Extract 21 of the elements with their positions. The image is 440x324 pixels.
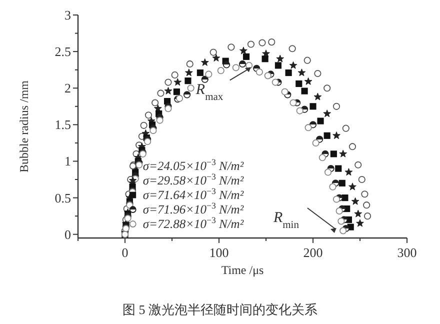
- x-tick-label: 300: [397, 245, 417, 260]
- x-tick-label: 100: [209, 245, 229, 260]
- legend-label: σ=71.96×10$^{−3}$ N/m²: [142, 200, 244, 217]
- legend-label: σ=29.58×10$^{−3}$ N/m²: [142, 172, 244, 188]
- annotation: R$_{max}$: [194, 82, 224, 103]
- x-tick-label: 0: [122, 245, 128, 260]
- legend-label: σ=71.64×10$^{−3}$ N/m²: [142, 186, 244, 202]
- x-tick-label: 200: [303, 245, 323, 260]
- y-tick-label: 2.5: [54, 44, 71, 60]
- caption: 图 5 激光泡半径随时间的变化关系: [122, 302, 318, 317]
- legend-label: σ=72.88×10$^{−3}$ N/m²: [142, 215, 244, 232]
- legend-label: σ=24.05×10$^{−3}$ N/m²: [142, 157, 244, 174]
- y-tick-label: 0.5: [54, 190, 71, 206]
- annotation: R$_{min}$: [272, 210, 300, 231]
- y-axis-title: Bubble radius /mm: [17, 80, 31, 172]
- x-axis-title: Time /μs: [221, 263, 264, 277]
- y-tick-label: 0: [64, 226, 71, 242]
- y-tick-label: 1: [64, 154, 71, 169]
- y-tick-label: 1.5: [54, 117, 71, 132]
- y-tick-label: 2: [64, 80, 71, 96]
- y-tick-label: 3: [64, 8, 71, 22]
